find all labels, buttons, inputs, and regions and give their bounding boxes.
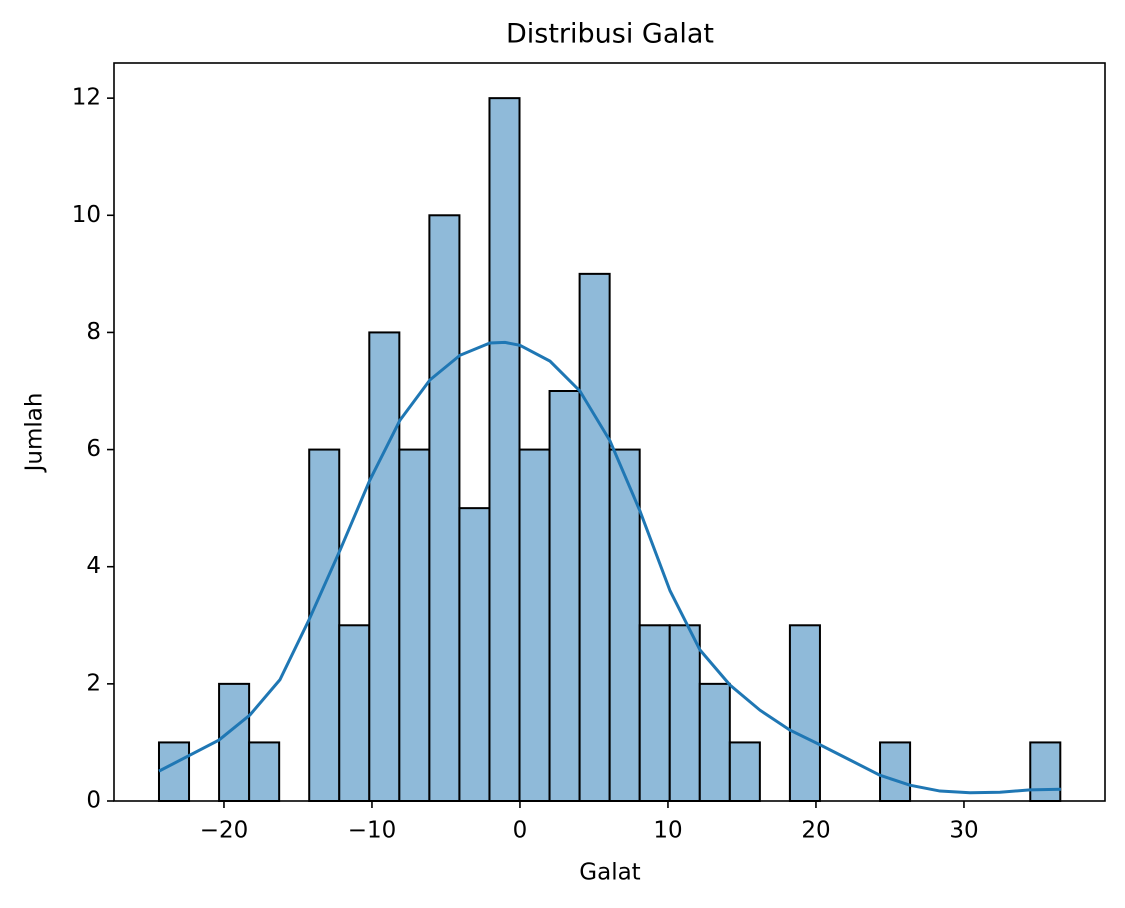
bar (548, 390, 581, 802)
bar (788, 624, 821, 802)
bar (698, 682, 731, 802)
bar (668, 624, 701, 802)
x-tick-label: 10 (653, 818, 682, 844)
bar (638, 624, 671, 802)
bar (157, 741, 191, 803)
chart-title: Distribusi Galat (506, 19, 714, 50)
bar (488, 97, 521, 802)
plot-frame (113, 62, 1106, 802)
bar (458, 507, 491, 802)
x-tick-label: 30 (949, 818, 978, 844)
y-tick-label: 4 (86, 553, 101, 579)
x-axis-label: Galat (579, 860, 640, 886)
y-tick-label: 12 (72, 85, 101, 111)
bar (518, 448, 551, 802)
bar (338, 624, 371, 802)
bar (248, 741, 281, 803)
x-tick-label: 0 (513, 818, 528, 844)
bar (428, 214, 461, 803)
bar (1029, 741, 1062, 803)
x-tick-label: −10 (348, 818, 397, 844)
bar (218, 682, 251, 802)
bar (608, 448, 641, 802)
y-tick-label: 0 (86, 788, 101, 814)
bar (308, 448, 341, 802)
bar (368, 331, 401, 802)
bar (879, 741, 912, 803)
bar (398, 448, 431, 802)
bar (728, 741, 761, 803)
kde-line (158, 340, 1061, 795)
y-axis-label: Jumlah (22, 393, 48, 474)
bar (578, 272, 611, 803)
y-tick-label: 2 (86, 670, 101, 696)
y-tick-label: 8 (86, 319, 101, 345)
y-tick-label: 10 (72, 202, 101, 228)
x-tick-label: 20 (801, 818, 830, 844)
x-tick-label: −20 (200, 818, 249, 844)
y-tick-label: 6 (86, 436, 101, 462)
